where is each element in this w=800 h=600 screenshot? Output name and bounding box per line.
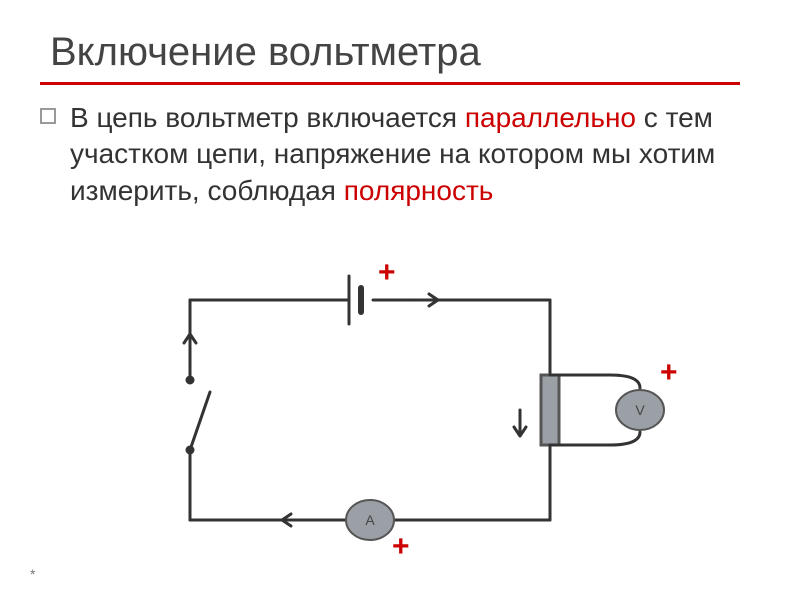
switch-arm (190, 392, 210, 450)
switch-pivot (187, 447, 193, 453)
arrow-bottom (282, 514, 310, 526)
wire-volt-bottom-curve (610, 432, 640, 445)
body-prefix: В цепь вольтметр включается (70, 102, 465, 133)
wire-volt-top-curve (610, 375, 640, 388)
voltmeter: V (616, 390, 664, 430)
plus-ammeter: + (392, 530, 410, 563)
arrow-left (184, 334, 196, 360)
ammeter: A (346, 500, 394, 540)
ammeter-label: A (365, 512, 375, 528)
arrow-top (410, 294, 438, 306)
circuit-diagram: A V + + + (160, 260, 720, 580)
body-highlight-1: параллельно (465, 102, 636, 133)
voltmeter-label: V (635, 402, 645, 418)
resistor (541, 375, 559, 445)
slide-title: Включение вольтметра (50, 30, 481, 75)
title-underline (40, 82, 740, 85)
body-paragraph: В цепь вольтметр включается параллельно … (70, 100, 750, 209)
bullet-box (40, 108, 56, 124)
arrow-right-down (514, 410, 526, 436)
footnote-mark: * (30, 566, 35, 582)
switch-contact (187, 377, 193, 383)
body-highlight-2: полярность (344, 175, 494, 206)
plus-voltmeter: + (660, 356, 678, 389)
plus-battery: + (378, 260, 396, 289)
